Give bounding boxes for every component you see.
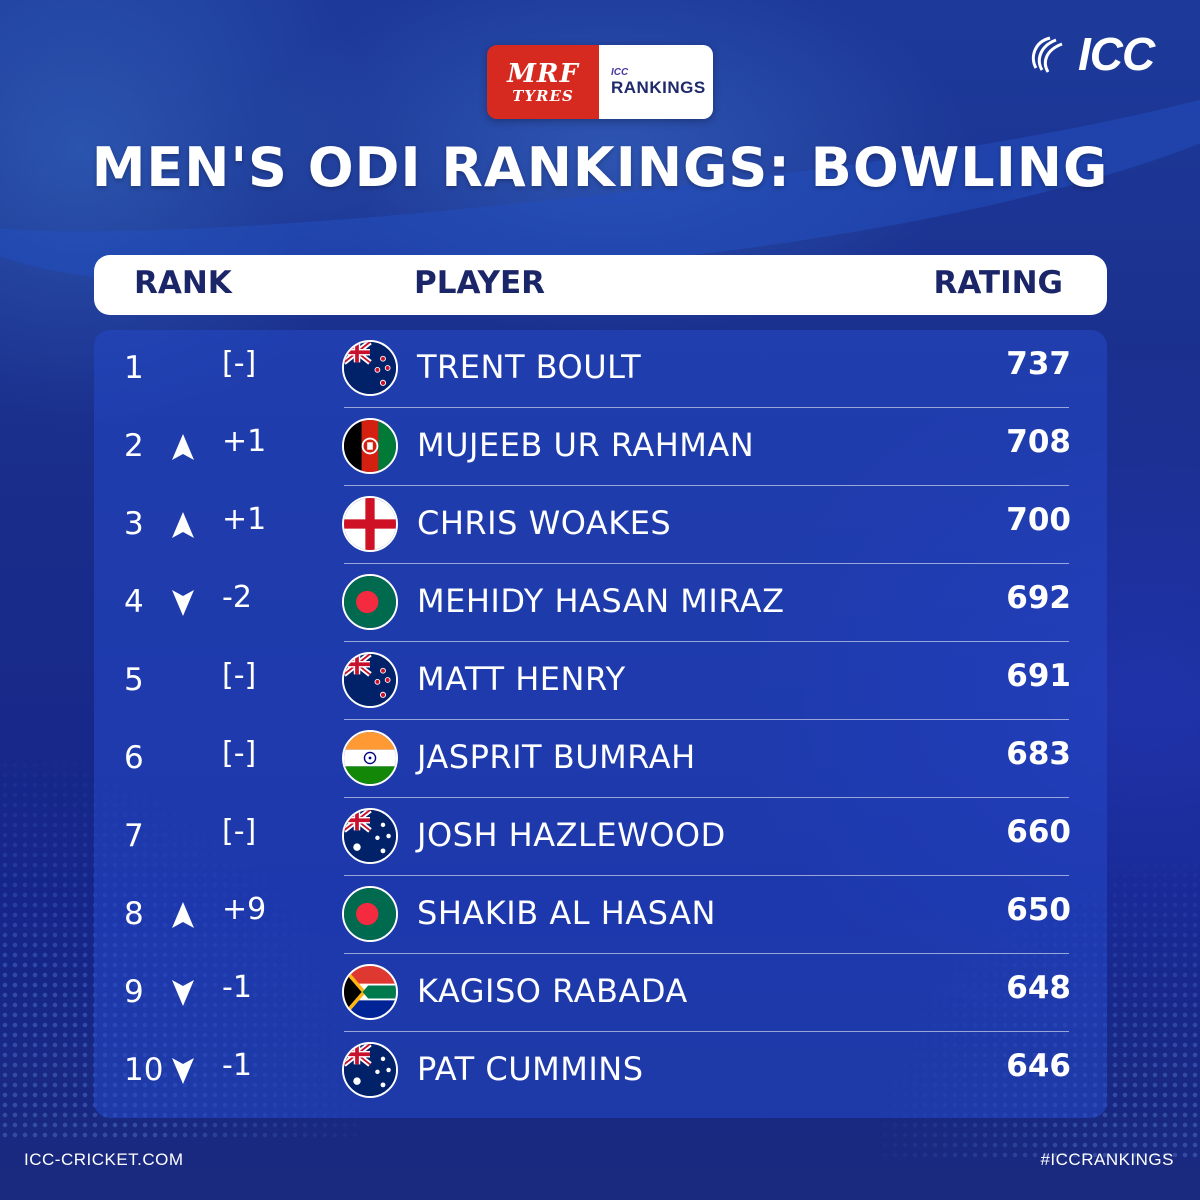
arrow-down-icon xyxy=(170,1056,196,1086)
row-player-name: MEHIDY HASAN MIRAZ xyxy=(417,582,785,620)
arrow-up-icon xyxy=(170,510,196,540)
arrow-down-icon xyxy=(170,978,196,1008)
row-rating: 648 xyxy=(1006,970,1071,1006)
arrow-up-icon xyxy=(170,900,196,930)
row-rating: 691 xyxy=(1006,658,1071,694)
new-zealand-flag-icon xyxy=(342,652,398,708)
row-rank: 10 xyxy=(124,1052,164,1088)
table-row: 5 [-] MATT HENRY 691 xyxy=(94,642,1107,720)
row-player-name: SHAKIB AL HASAN xyxy=(417,894,716,932)
table-row: 6 [-] JASPRIT BUMRAH 683 xyxy=(94,720,1107,798)
row-divider xyxy=(344,953,1069,954)
row-rank: 3 xyxy=(124,506,144,542)
footer-hashtag: #ICCRANKINGS xyxy=(1040,1150,1174,1169)
row-rank-change: [-] xyxy=(222,346,257,381)
row-rating: 692 xyxy=(1006,580,1071,616)
england-flag-icon xyxy=(342,496,398,552)
row-rank: 5 xyxy=(124,662,144,698)
row-player-name: TRENT BOULT xyxy=(417,348,642,386)
sponsor-brand-sub: TYRES xyxy=(512,86,574,105)
bangladesh-flag-icon xyxy=(342,574,398,630)
row-divider xyxy=(344,407,1069,408)
row-divider xyxy=(344,485,1069,486)
table-row: 7 [-] JOSH HAZLEWOOD 660 xyxy=(94,798,1107,876)
row-divider xyxy=(344,641,1069,642)
row-rank: 7 xyxy=(124,818,144,854)
row-divider xyxy=(344,719,1069,720)
icc-swirl-icon xyxy=(1031,36,1063,73)
table-row: 2 +1 MUJEEB UR RAHMAN 708 xyxy=(94,408,1107,486)
row-rank: 2 xyxy=(124,428,144,464)
row-rank: 9 xyxy=(124,974,144,1010)
rankings-table: 1 [-] TRENT BOULT 737 2 +1 MUJEEB UR RAHMAN 708… xyxy=(94,330,1107,1118)
table-header: RANK PLAYER RATING xyxy=(94,255,1107,315)
column-header-rating: RATING xyxy=(933,265,1063,301)
afghanistan-flag-icon xyxy=(342,418,398,474)
row-rating: 660 xyxy=(1006,814,1071,850)
row-player-name: CHRIS WOAKES xyxy=(417,504,672,542)
row-player-name: PAT CUMMINS xyxy=(417,1050,644,1088)
row-divider xyxy=(344,875,1069,876)
row-divider xyxy=(344,797,1069,798)
table-row: 3 +1 CHRIS WOAKES 700 xyxy=(94,486,1107,564)
row-rank-change: +1 xyxy=(222,424,267,459)
row-rank: 8 xyxy=(124,896,144,932)
row-player-name: MATT HENRY xyxy=(417,660,626,698)
column-header-rank: RANK xyxy=(134,265,232,301)
row-rating: 646 xyxy=(1006,1048,1071,1084)
icc-rankings-logo: ICC RANKINGS xyxy=(599,45,713,119)
new-zealand-flag-icon xyxy=(342,340,398,396)
row-divider xyxy=(344,563,1069,564)
bangladesh-flag-icon xyxy=(342,886,398,942)
row-rank-change: [-] xyxy=(222,814,257,849)
footer-website: ICC-CRICKET.COM xyxy=(24,1150,184,1169)
mrf-tyres-logo: MRF TYRES xyxy=(487,45,599,119)
india-flag-icon xyxy=(342,730,398,786)
south-africa-flag-icon xyxy=(342,964,398,1020)
row-rank-change: -2 xyxy=(222,580,252,615)
sponsor-badge: MRF TYRES ICC RANKINGS xyxy=(487,45,713,119)
row-rank: 4 xyxy=(124,584,144,620)
table-row: 10 -1 PAT CUMMINS 646 xyxy=(94,1032,1107,1110)
row-player-name: JASPRIT BUMRAH xyxy=(417,738,696,776)
table-row: 4 -2 MEHIDY HASAN MIRAZ 692 xyxy=(94,564,1107,642)
icc-logo: ICC xyxy=(1026,28,1155,80)
rankings-small-text: ICC xyxy=(611,66,629,78)
row-rank-change: [-] xyxy=(222,736,257,771)
row-divider xyxy=(344,1031,1069,1032)
sponsor-brand: MRF xyxy=(507,58,579,89)
row-rank-change: +1 xyxy=(222,502,267,537)
table-row: 1 [-] TRENT BOULT 737 xyxy=(94,330,1107,408)
australia-flag-icon xyxy=(342,808,398,864)
row-player-name: KAGISO RABADA xyxy=(417,972,688,1010)
table-row: 8 +9 SHAKIB AL HASAN 650 xyxy=(94,876,1107,954)
arrow-down-icon xyxy=(170,588,196,618)
row-rating: 650 xyxy=(1006,892,1071,928)
row-rating: 737 xyxy=(1006,346,1071,382)
row-player-name: JOSH HAZLEWOOD xyxy=(417,816,726,854)
page-title: MEN'S ODI RANKINGS: BOWLING xyxy=(91,136,1109,199)
table-row: 9 -1 KAGISO RABADA 648 xyxy=(94,954,1107,1032)
row-rating: 683 xyxy=(1006,736,1071,772)
row-rank: 1 xyxy=(124,350,144,386)
row-rating: 708 xyxy=(1006,424,1071,460)
arrow-up-icon xyxy=(170,432,196,462)
row-rank-change: -1 xyxy=(222,1048,252,1083)
icc-logo-text: ICC xyxy=(1078,28,1155,80)
rankings-big-text: RANKINGS xyxy=(611,77,706,97)
row-rank-change: +9 xyxy=(222,892,267,927)
row-rank-change: [-] xyxy=(222,658,257,693)
row-rank: 6 xyxy=(124,740,144,776)
row-rating: 700 xyxy=(1006,502,1071,538)
column-header-player: PLAYER xyxy=(414,265,545,301)
row-player-name: MUJEEB UR RAHMAN xyxy=(417,426,755,464)
australia-flag-icon xyxy=(342,1042,398,1098)
row-rank-change: -1 xyxy=(222,970,252,1005)
